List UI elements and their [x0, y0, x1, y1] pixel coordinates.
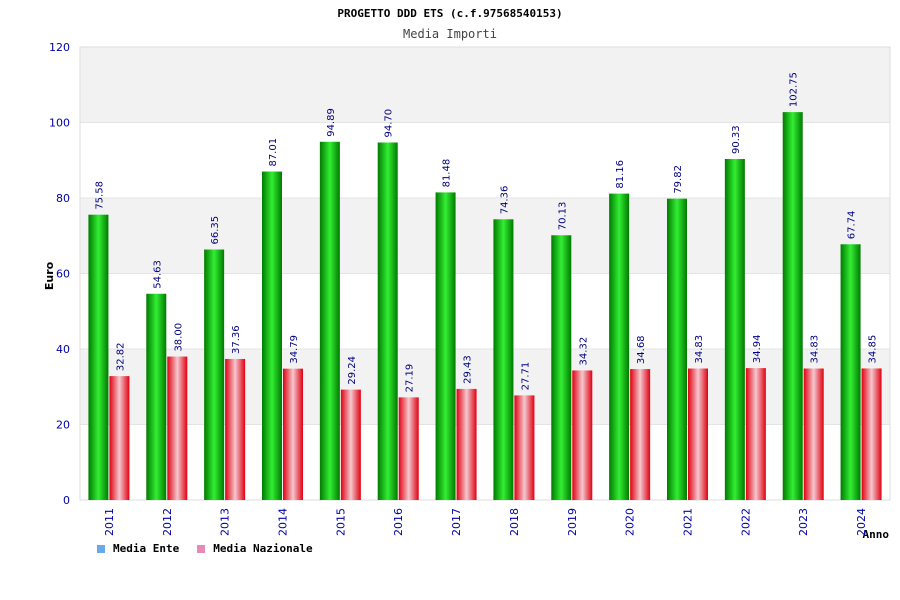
data-label-media-nazionale-2019: 34.32 — [578, 337, 589, 366]
chart-title: PROGETTO DDD ETS (c.f.97568540153) — [337, 7, 562, 20]
y-tick-label: 0 — [63, 494, 70, 507]
x-tick-label: 2013 — [219, 508, 232, 536]
bar-media-nazionale-2015 — [340, 389, 361, 500]
legend-item-media-ente: Media Ente — [97, 542, 179, 555]
y-tick-label: 100 — [49, 117, 70, 130]
data-label-media-nazionale-2021: 34.83 — [694, 335, 705, 364]
data-label-media-ente-2014: 87.01 — [268, 138, 279, 167]
legend: Media Ente Media Nazionale — [97, 542, 313, 555]
bar-media-ente-2024 — [840, 244, 861, 500]
bar-media-nazionale-2021 — [688, 368, 708, 500]
bar-media-ente-2017 — [435, 192, 456, 500]
data-label-media-nazionale-2011: 32.82 — [115, 342, 126, 371]
bar-media-nazionale-2011 — [109, 376, 130, 500]
plot-background — [79, 46, 891, 501]
legend-label-media-ente: Media Ente — [113, 542, 180, 555]
data-label-media-ente-2022: 90.33 — [731, 125, 742, 154]
data-label-media-nazionale-2015: 29.24 — [347, 356, 358, 385]
bar-media-ente-2013 — [204, 249, 225, 500]
bar-media-nazionale-2023 — [803, 368, 824, 500]
y-tick-label: 60 — [56, 268, 70, 281]
y-tick-label: 20 — [56, 419, 70, 432]
chart-subtitle: Media Importi — [403, 27, 497, 41]
data-label-media-ente-2012: 54.63 — [152, 260, 163, 289]
x-tick-label: 2021 — [682, 508, 695, 536]
data-label-media-ente-2018: 74.36 — [499, 186, 510, 215]
grid-band — [80, 47, 890, 123]
data-label-media-nazionale-2017: 29.43 — [463, 355, 474, 384]
x-tick-label: 2018 — [508, 508, 521, 536]
data-label-media-nazionale-2020: 34.68 — [636, 335, 647, 364]
x-tick-label: 2014 — [277, 508, 290, 536]
bar-media-nazionale-2018 — [514, 395, 535, 500]
bar-media-nazionale-2012 — [167, 356, 188, 500]
data-label-media-nazionale-2013: 37.36 — [231, 325, 242, 354]
x-tick-label: 2023 — [797, 508, 810, 536]
legend-label-media-nazionale: Media Nazionale — [213, 542, 313, 555]
bar-media-nazionale-2014 — [283, 368, 303, 500]
bar-media-nazionale-2024 — [861, 368, 882, 500]
data-label-media-ente-2021: 79.82 — [673, 165, 684, 194]
legend-swatch-media-nazionale — [197, 544, 206, 553]
axes-group: 0 20 40 60 80 100 120 2011 2012 2013 2014 2015 2016 2… — [49, 41, 868, 536]
data-label-media-ente-2011: 75.58 — [94, 181, 105, 210]
bar-media-nazionale-2013 — [225, 358, 246, 500]
bar-media-nazionale-2020 — [630, 369, 651, 500]
bar-media-ente-2022 — [724, 159, 745, 500]
bar-media-ente-2012 — [146, 293, 167, 500]
x-tick-label: 2017 — [450, 508, 463, 536]
data-label-media-ente-2016: 94.70 — [384, 109, 395, 138]
x-axis-label: Anno — [863, 528, 890, 541]
data-label-media-ente-2020: 81.16 — [615, 160, 626, 189]
y-tick-label: 40 — [56, 343, 70, 356]
data-label-media-nazionale-2022: 34.94 — [752, 334, 763, 363]
bar-media-ente-2016 — [377, 142, 398, 500]
bar-media-nazionale-2017 — [456, 388, 477, 500]
bar-media-nazionale-2019 — [572, 370, 593, 500]
data-label-media-nazionale-2023: 34.83 — [810, 335, 821, 364]
x-tick-label: 2011 — [103, 508, 116, 536]
plot-border — [79, 46, 891, 501]
data-label-media-ente-2015: 94.89 — [326, 108, 337, 137]
bar-media-ente-2015 — [319, 141, 340, 500]
x-tick-label: 2015 — [334, 508, 347, 536]
x-tick-label: 2012 — [161, 508, 174, 536]
legend-swatch-media-ente — [97, 544, 105, 553]
x-tick-label: 2019 — [566, 508, 579, 536]
y-axis-label: Euro — [43, 261, 56, 290]
data-label-media-nazionale-2016: 27.19 — [405, 364, 416, 393]
bar-media-nazionale-2016 — [398, 397, 419, 500]
y-tick-label: 80 — [56, 192, 70, 205]
grid-band — [80, 349, 890, 425]
bar-media-ente-2023 — [782, 112, 803, 501]
data-label-media-ente-2024: 67.74 — [847, 211, 858, 240]
data-label-media-ente-2017: 81.48 — [442, 159, 453, 188]
data-labels-group: 75.58 32.82 54.63 38.00 66.35 37.36 87.01 34.79… — [94, 72, 878, 392]
data-label-media-ente-2023: 102.75 — [789, 72, 800, 107]
bar-media-ente-2020 — [609, 193, 630, 500]
x-tick-label: 2024 — [855, 508, 868, 536]
bar-media-ente-2019 — [551, 235, 572, 500]
x-tick-label: 2020 — [624, 508, 637, 536]
grid-band — [80, 198, 890, 274]
data-label-media-nazionale-2012: 38.00 — [173, 323, 184, 352]
y-tick-label: 120 — [49, 41, 70, 54]
bars-group — [88, 112, 882, 501]
bar-media-ente-2021 — [667, 198, 687, 500]
bar-media-nazionale-2022 — [745, 368, 766, 500]
bar-media-ente-2018 — [493, 219, 514, 500]
data-label-media-nazionale-2014: 34.79 — [289, 335, 300, 364]
bar-media-ente-2011 — [88, 214, 109, 501]
data-label-media-ente-2013: 66.35 — [210, 216, 221, 245]
bar-media-ente-2014 — [262, 171, 282, 501]
data-label-media-nazionale-2018: 27.71 — [520, 362, 531, 391]
legend-item-media-nazionale: Media Nazionale — [197, 542, 313, 555]
x-tick-label: 2022 — [739, 508, 752, 536]
data-label-media-nazionale-2024: 34.85 — [868, 335, 879, 364]
x-tick-label: 2016 — [392, 508, 405, 536]
data-label-media-ente-2019: 70.13 — [557, 202, 568, 231]
